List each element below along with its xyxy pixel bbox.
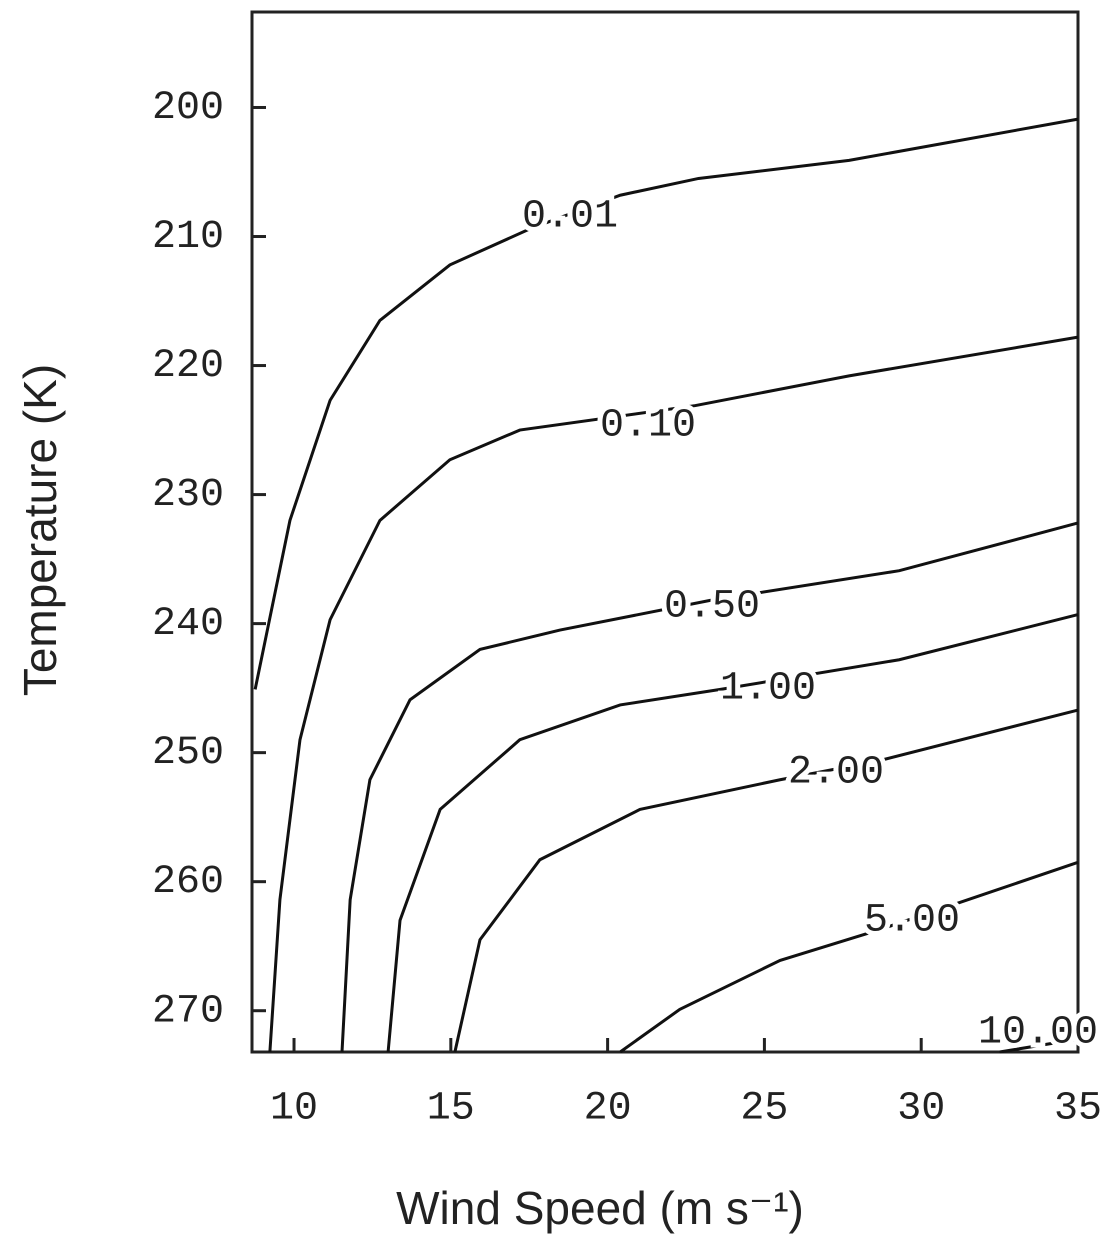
y-tick-label: 240: [152, 602, 224, 647]
contour-label: 5.00: [864, 899, 960, 944]
contour-line: [386, 613, 1079, 1053]
y-tick-label: 210: [152, 215, 224, 260]
y-tick-label: 200: [152, 86, 224, 131]
x-tick-label: 25: [740, 1087, 788, 1132]
contour-line: [999, 1037, 1079, 1054]
y-tick-label: 260: [152, 860, 224, 905]
contour-label: 0.50: [664, 585, 760, 630]
x-tick-label: 35: [1054, 1087, 1102, 1132]
x-tick-label: 15: [427, 1087, 475, 1132]
contour-line: [268, 335, 1079, 1053]
y-tick-label: 220: [152, 344, 224, 389]
contour-label: 1.00: [720, 667, 816, 712]
contour-line: [619, 860, 1079, 1054]
y-tick-label: 250: [152, 731, 224, 776]
x-tick-label: 10: [270, 1087, 318, 1132]
contour-line: [253, 117, 1079, 690]
contour-label: 2.00: [788, 751, 884, 796]
x-axis-label: Wind Speed (m s⁻¹): [396, 1182, 804, 1234]
y-tick-label: 270: [152, 989, 224, 1034]
plot-frame: [250, 10, 1080, 1054]
x-tick-label: 20: [584, 1087, 632, 1132]
contour-label: 0.10: [600, 404, 696, 449]
x-tick-label: 30: [897, 1087, 945, 1132]
y-tick-label: 230: [152, 473, 224, 518]
y-axis-label: Temperature (K): [14, 364, 66, 696]
contour-line: [453, 708, 1079, 1053]
contour-label: 10.00: [978, 1011, 1098, 1056]
contour-label: 0.01: [522, 195, 618, 240]
contour-line: [340, 521, 1079, 1053]
